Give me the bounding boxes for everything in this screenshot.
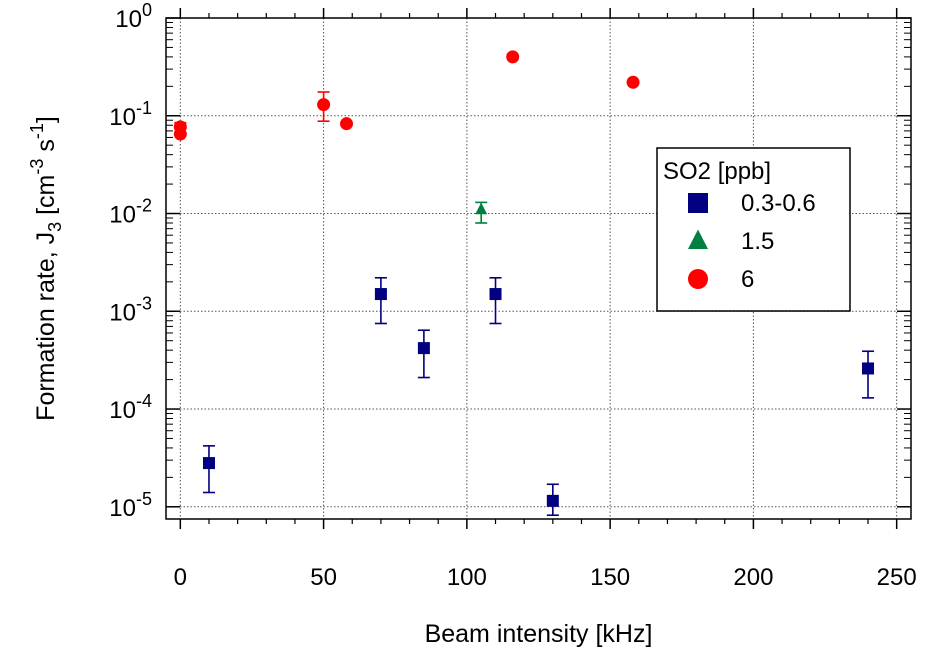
y-tick-exp: -3 [136, 293, 152, 313]
data-point [317, 98, 331, 112]
y-tick-exp: -4 [136, 391, 152, 411]
legend-box [656, 147, 851, 312]
legend: SO2 [ppb] 0.3-0.6 1.5 6 [656, 147, 851, 312]
data-point [374, 288, 387, 301]
data-point [626, 75, 640, 89]
y-tick-label: 10-2 [109, 196, 152, 229]
y-tick-exp: 0 [142, 0, 152, 20]
y-tick-label: 100 [115, 0, 152, 33]
x-tick-label: 100 [447, 564, 487, 591]
data-points [173, 50, 875, 507]
legend-items: 0.3-0.6 1.5 6 [688, 190, 816, 293]
y-tick-base: 10 [109, 299, 136, 326]
data-point [489, 288, 502, 301]
x-tick-label: 150 [590, 564, 630, 591]
plot-frame [165, 17, 912, 520]
x-tick-label: 50 [310, 564, 337, 591]
data-point [417, 342, 430, 355]
x-axis-label: Beam intensity [kHz] [425, 620, 653, 648]
data-point [340, 117, 354, 131]
legend-marker [688, 193, 708, 213]
x-tick-label: 250 [877, 564, 917, 591]
legend-marker [688, 229, 708, 250]
y-axis-label-exp1: -3 [27, 159, 47, 175]
y-tick-base: 10 [109, 202, 136, 229]
y-axis-label-close: ] [32, 116, 60, 123]
data-point [506, 50, 520, 64]
data-point [475, 202, 488, 215]
y-tick-exp: -2 [136, 196, 152, 216]
y-tick-label: 10-4 [109, 391, 152, 424]
data-point [546, 494, 559, 507]
x-tick-label: 0 [174, 564, 187, 591]
y-axis-label-mid: s [32, 139, 60, 158]
y-tick-exp: -5 [136, 489, 152, 509]
y-axis-label-main: Formation rate, J [32, 232, 60, 421]
y-tick-exp: -1 [136, 98, 152, 118]
x-tick-labels: 0 50 100 150 200 250 [174, 564, 917, 591]
y-axis-label-exp2: -1 [27, 123, 47, 139]
y-tick-base: 10 [115, 6, 142, 33]
data-point [862, 362, 875, 375]
y-axis-label-open: [cm [32, 175, 60, 222]
error-bars [174, 91, 875, 517]
y-axis-label: Formation rate, J3 [cm-3 s-1] [27, 116, 65, 421]
legend-marker [688, 269, 708, 289]
x-tick-label: 200 [733, 564, 773, 591]
legend-label: 0.3-0.6 [741, 190, 816, 217]
y-tick-base: 10 [109, 397, 136, 424]
data-point [173, 120, 187, 134]
data-point [202, 457, 215, 470]
legend-title: SO2 [ppb] [663, 158, 771, 185]
y-tick-label: 10-3 [109, 293, 152, 326]
y-axis-label-sub: 3 [45, 222, 65, 232]
y-tick-base: 10 [109, 495, 136, 522]
y-tick-label: 10-1 [109, 98, 152, 131]
y-tick-label: 10-5 [109, 489, 152, 522]
y-tick-base: 10 [109, 104, 136, 131]
legend-label: 6 [741, 266, 754, 293]
legend-label: 1.5 [741, 228, 774, 255]
